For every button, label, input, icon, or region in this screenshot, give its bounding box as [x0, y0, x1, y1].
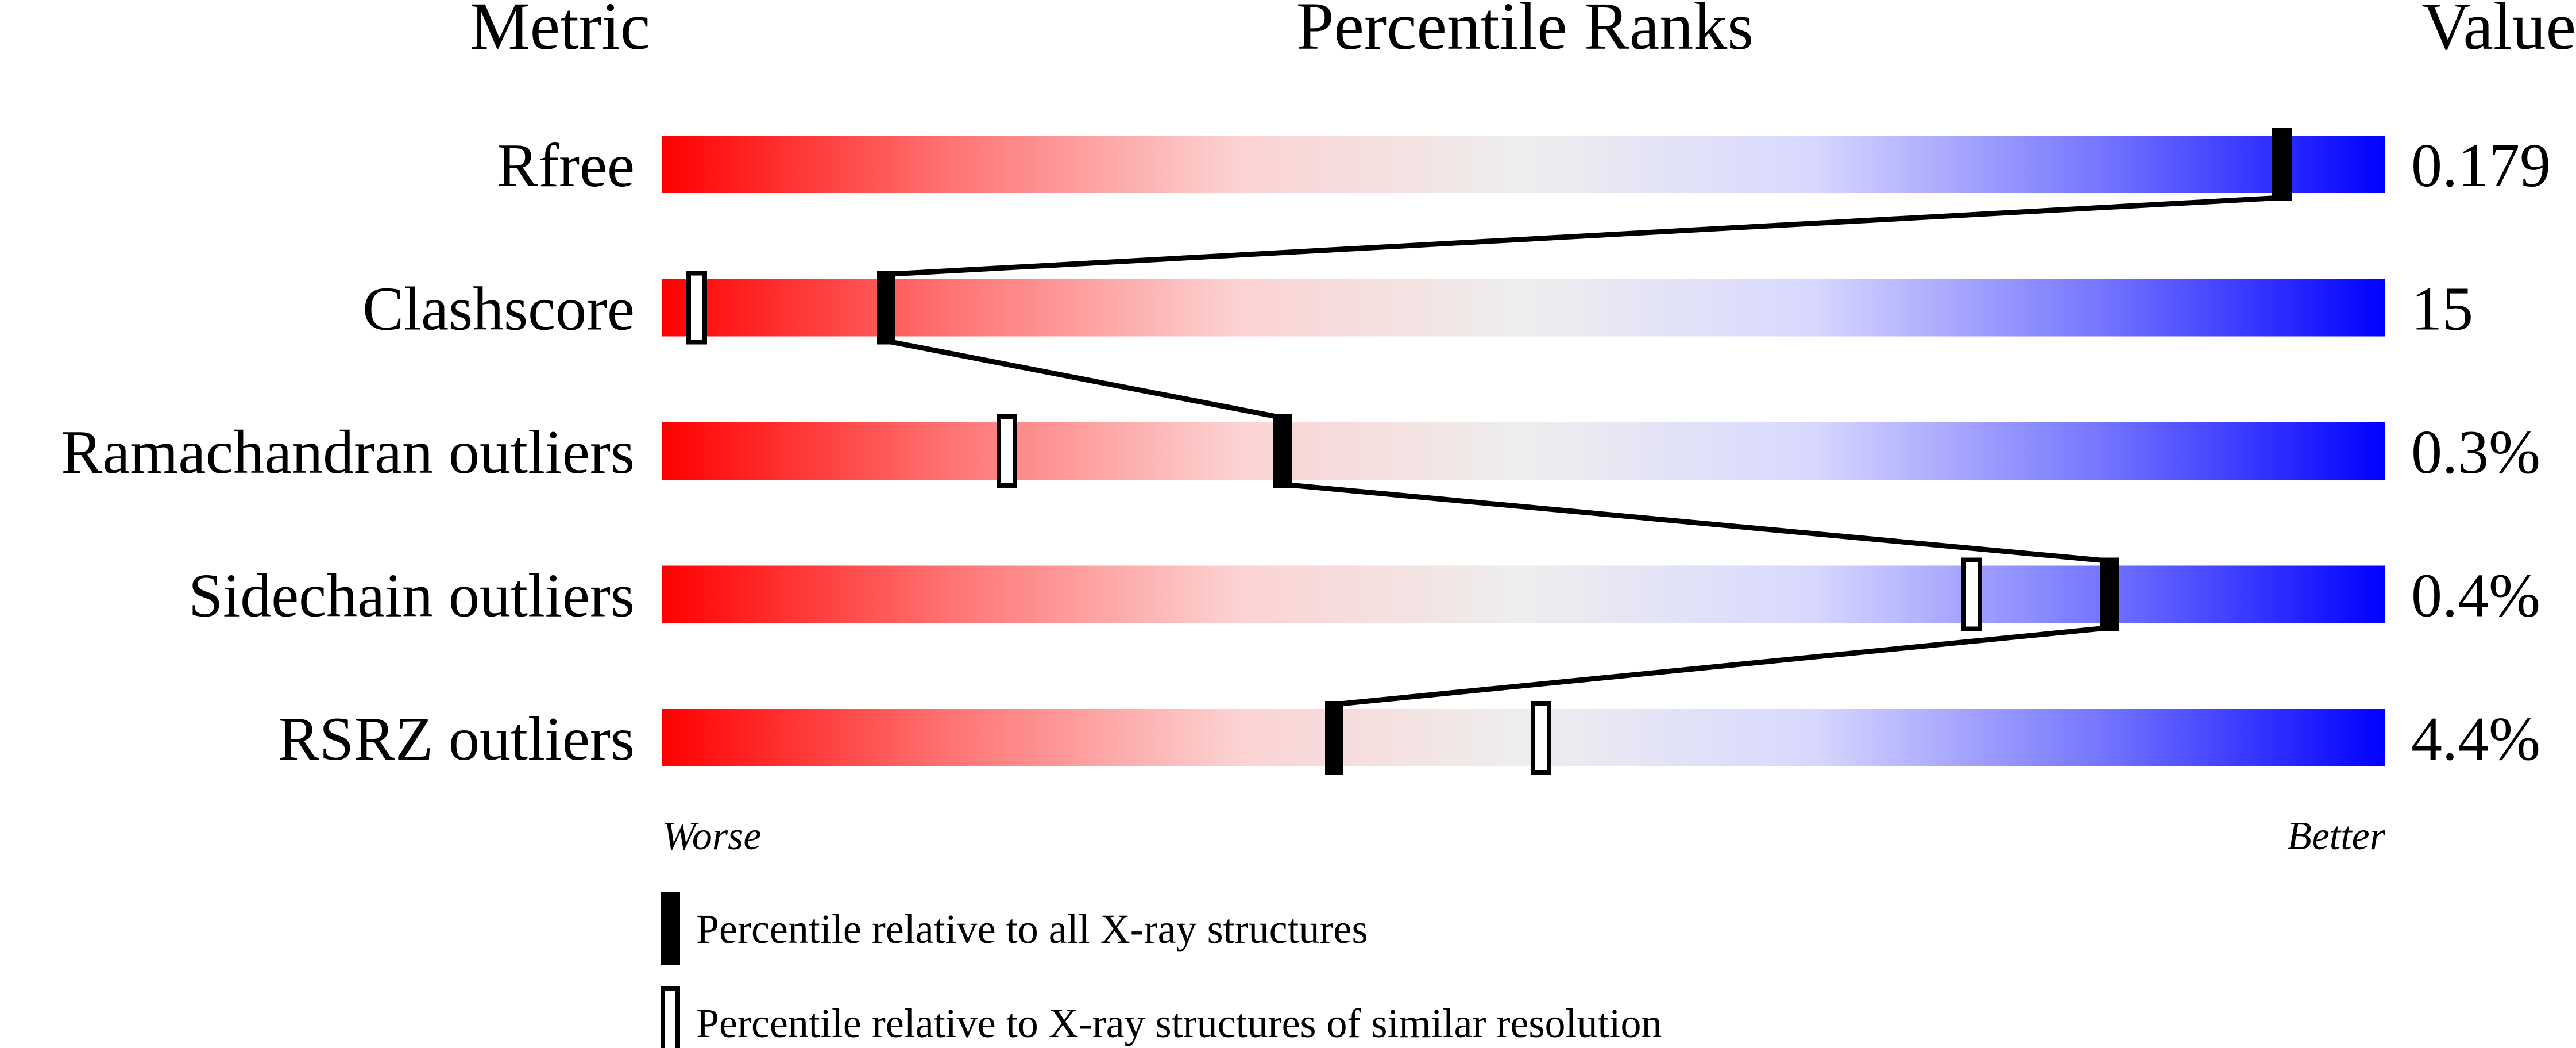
percentile-bar — [662, 709, 2385, 766]
metric-value: 0.3% — [2411, 418, 2540, 487]
marker-all-structures — [2100, 557, 2119, 631]
marker-similar-resolution — [1531, 701, 1551, 775]
metric-label: RSRZ outliers — [278, 705, 635, 773]
metric-row: Ramachandran outliers 0.3% — [61, 418, 2540, 487]
header-percentile-ranks: Percentile Ranks — [1296, 0, 1754, 64]
metric-label: Rfree — [497, 132, 635, 200]
legend-label: Percentile relative to all X-ray structu… — [696, 906, 1368, 952]
metric-label: Sidechain outliers — [188, 562, 635, 630]
axis-label-worse: Worse — [662, 814, 761, 858]
percentile-bar — [662, 422, 2385, 480]
connector-line — [1282, 481, 2110, 564]
header-value: Value — [2421, 0, 2576, 64]
percentile-bar — [662, 565, 2385, 623]
marker-all-structures — [877, 271, 895, 345]
marker-similar-resolution — [1961, 557, 1982, 631]
axis-label-better: Better — [2287, 814, 2386, 858]
metric-value: 15 — [2411, 275, 2473, 344]
marker-all-structures — [2273, 128, 2291, 201]
metric-row: RSRZ outliers 4.4% — [278, 705, 2540, 773]
metric-value: 4.4% — [2411, 705, 2540, 773]
metric-row: Clashscore 15 — [362, 275, 2473, 344]
marker-similar-resolution — [997, 414, 1017, 488]
legend-item: Percentile relative to all X-ray structu… — [661, 892, 1368, 965]
connector-line — [886, 195, 2283, 277]
metric-row: Sidechain outliers 0.4% — [188, 562, 2540, 630]
percentile-bar — [662, 279, 2385, 337]
header-metric: Metric — [470, 0, 651, 64]
metric-value: 0.4% — [2411, 562, 2540, 630]
legend-item: Percentile relative to X-ray structures … — [661, 986, 1662, 1048]
connector-line — [1334, 625, 2110, 707]
marker-similar-resolution — [686, 271, 707, 345]
metric-label: Clashscore — [362, 275, 635, 344]
metric-label: Ramachandran outliers — [61, 418, 635, 487]
connector-line — [886, 338, 1283, 421]
legend-marker-open — [661, 986, 680, 1048]
marker-all-structures — [1273, 414, 1292, 488]
legend-label: Percentile relative to X-ray structures … — [696, 1000, 1662, 1046]
percentile-bar — [662, 136, 2385, 193]
metric-row: Rfree 0.179 — [497, 132, 2551, 200]
marker-all-structures — [1325, 701, 1343, 775]
legend-marker-filled — [661, 892, 680, 965]
metric-value: 0.179 — [2411, 132, 2551, 200]
